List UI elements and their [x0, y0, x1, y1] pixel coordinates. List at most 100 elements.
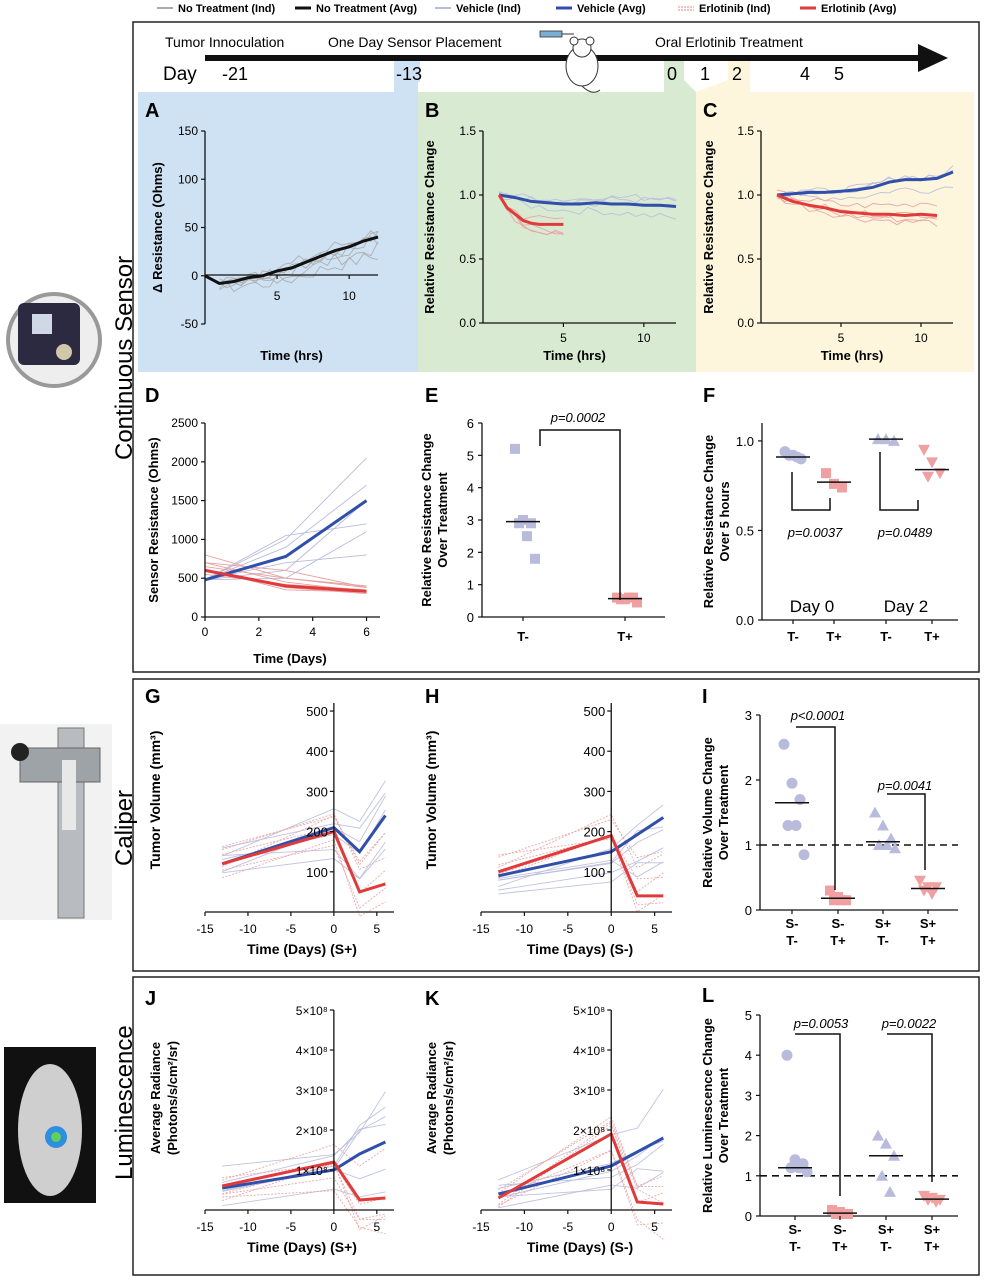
panel-letter: A	[145, 100, 159, 122]
category-label-line: T-	[789, 1239, 801, 1254]
panel-letter: L	[702, 985, 714, 1007]
tick-label: 1000	[171, 532, 198, 546]
tick-label: 3×10⁸	[296, 1084, 328, 1098]
panel-letter: K	[425, 988, 440, 1010]
significance-bracket	[796, 726, 836, 890]
data-point	[926, 457, 938, 469]
timeline: Tumor Innoculation One Day Sensor Placem…	[163, 30, 948, 93]
data-point	[514, 518, 524, 529]
tick-label: 4	[745, 1048, 752, 1063]
tick-label: 10	[914, 331, 928, 345]
tick-label: 6	[363, 625, 370, 639]
p-value-label: p<0.0001	[790, 708, 846, 723]
category-label: S+ T+	[924, 1222, 941, 1254]
category-label: T-	[787, 629, 799, 644]
tick-label: 3	[745, 1088, 752, 1103]
data-point	[930, 882, 942, 894]
day-2-highlight	[728, 58, 750, 82]
data-point	[526, 518, 536, 529]
legend-label: Erlotinib (Avg)	[821, 3, 897, 15]
data-point	[831, 1208, 841, 1219]
chart-k: 1×10⁸ 2×10⁸ 3×10⁸ 4×10⁸ 5×10⁸ -15 -10 -5 0 5 Time …	[424, 988, 672, 1255]
individual-trace	[498, 836, 664, 880]
data-point	[877, 819, 889, 831]
category-label-line: S+	[875, 916, 892, 931]
panel-letter: D	[145, 385, 159, 407]
p-value-label: p=0.0053	[793, 1016, 849, 1031]
tick-label: 6	[467, 416, 474, 431]
tick-label: 1	[745, 838, 752, 853]
tick-label: 1.5	[737, 124, 754, 138]
y-axis-label: Relative Resistance Change	[701, 140, 716, 313]
data-point	[821, 468, 831, 479]
series-line-avg	[221, 814, 387, 866]
category-label-line: T+	[924, 1239, 940, 1254]
individual-trace	[222, 1123, 386, 1183]
individual-trace	[222, 1188, 386, 1207]
data-point	[829, 478, 839, 489]
timeline-day: -21	[222, 64, 248, 84]
significance-bracket	[795, 1033, 841, 1196]
individual-trace	[204, 484, 367, 581]
luminescence-section-box	[132, 976, 980, 1276]
data-point	[914, 875, 926, 887]
p-value-label: p=0.0489	[877, 525, 933, 540]
category-label: T-	[880, 629, 892, 644]
data-point	[782, 820, 794, 831]
tick-label: 10	[637, 331, 651, 345]
tick-label: 0.5	[736, 523, 754, 538]
individual-trace	[498, 834, 664, 906]
category-label-line: T+	[832, 1239, 848, 1254]
tick-label: 2000	[171, 455, 198, 469]
category-label-line: T-	[880, 1239, 892, 1254]
y-axis-label: Sensor Resistance (Ohms)	[146, 437, 161, 602]
tick-label: 1.0	[459, 188, 476, 202]
tick-label: 5	[838, 331, 845, 345]
category-label-line: S+	[920, 916, 937, 931]
tick-label: 1.5	[459, 124, 476, 138]
data-point	[837, 482, 847, 493]
tick-label: 0	[745, 903, 752, 918]
tick-label: 5×10⁸	[573, 1004, 605, 1018]
tick-label: 5	[467, 448, 474, 463]
data-point	[873, 839, 885, 850]
tick-label: 2	[745, 1129, 752, 1144]
y-axis-label: Tumor Volume (mm³)	[147, 731, 163, 870]
category-label: S+ T-	[875, 916, 892, 948]
panel-c-bg	[696, 80, 974, 372]
individual-trace	[498, 813, 664, 869]
tick-label: 10	[342, 289, 356, 303]
data-point	[837, 895, 847, 906]
data-point	[825, 885, 835, 896]
y-axis-label: Relative Resistance Change	[422, 140, 437, 313]
individual-trace	[222, 839, 386, 917]
data-point	[781, 1049, 793, 1061]
category-label-line: T+	[920, 933, 936, 948]
tick-label: -15	[196, 922, 214, 936]
category-label-line: T+	[830, 933, 846, 948]
chart-g: 100 200 300 400 500 -15 -10 -5 0 5 Time (Days) (S+…	[145, 686, 394, 957]
chart-b: 0.0 0.5 1.0 1.5 5 10 Time (hrs) Relative Resist…	[422, 100, 677, 363]
individual-trace	[222, 1144, 386, 1181]
individual-trace	[776, 186, 954, 202]
tick-label: 4×10⁸	[296, 1044, 328, 1058]
tick-label: 300	[306, 784, 328, 799]
y-axis-label: (Photons/s/cm²/sr)	[441, 1041, 456, 1155]
category-label: T-	[517, 629, 529, 644]
tick-label: 1×10⁸	[296, 1164, 328, 1178]
individual-trace	[498, 192, 677, 205]
day-label: Day 0	[790, 597, 834, 616]
category-label: S+ T+	[920, 916, 937, 948]
caliper-section-box	[132, 678, 980, 972]
y-axis-label: Average Radiance	[424, 1042, 439, 1154]
tick-label: 1500	[171, 494, 198, 508]
individual-trace	[498, 195, 564, 236]
panel-a-bg	[138, 80, 418, 372]
individual-trace	[204, 554, 367, 588]
timeline-day: 2	[732, 64, 742, 84]
tick-label: 0.0	[737, 316, 754, 330]
y-axis-label: Over 5 hours	[717, 481, 732, 561]
section-label-luminescence: Luminescence	[111, 1025, 138, 1180]
category-label-line: S-	[832, 916, 845, 931]
